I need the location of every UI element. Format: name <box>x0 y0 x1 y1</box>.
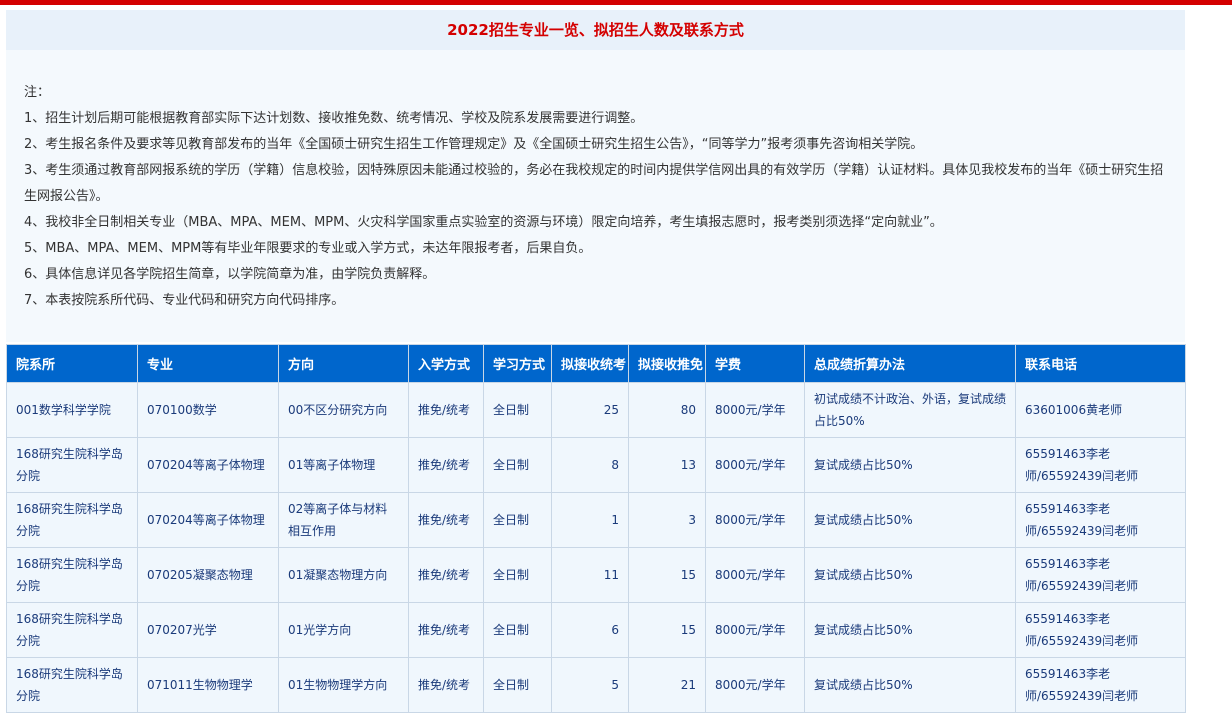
table-cell: 8000元/学年 <box>705 382 805 438</box>
column-header[interactable]: 入学方式 <box>408 344 484 383</box>
table-cell: 65591463李老师/65592439闫老师 <box>1015 602 1186 658</box>
table-cell: 全日制 <box>483 547 552 603</box>
table-cell: 推免/统考 <box>408 657 484 713</box>
table-cell: 8 <box>551 437 629 493</box>
table-cell: 168研究生院科学岛分院 <box>6 492 138 548</box>
table-cell: 80 <box>628 382 706 438</box>
table-cell: 63601006黄老师 <box>1015 382 1186 438</box>
table-cell: 6 <box>551 602 629 658</box>
table-cell: 01等离子体物理 <box>278 437 409 493</box>
table-cell: 15 <box>628 602 706 658</box>
table-cell: 071011生物物理学 <box>137 657 279 713</box>
table-cell: 全日制 <box>483 657 552 713</box>
table-cell: 3 <box>628 492 706 548</box>
table-cell: 8000元/学年 <box>705 492 805 548</box>
table-row: 168研究生院科学岛分院 070204等离子体物理 02等离子体与材料相互作用 推免/… <box>6 492 1186 548</box>
page-title: 2022招生专业一览、拟招生人数及联系方式 <box>6 10 1185 50</box>
table-cell: 全日制 <box>483 602 552 658</box>
table-row: 001数学科学学院 070100数学 00不区分研究方向 推免/统考 全日制 25 80 80… <box>6 382 1186 438</box>
column-header[interactable]: 学费 <box>705 344 805 383</box>
notes: 注： 1、招生计划后期可能根据教育部实际下达计划数、接收推免数、统考情况、学校及院… <box>6 50 1185 342</box>
programs-table: 院系所 专业 方向 入学方式 学习方式 拟接收统考 拟接收推免 学费 总成绩折算办法 联系电话 0… <box>6 344 1186 713</box>
top-accent-bar <box>0 0 1232 5</box>
note-line: 3、考生须通过教育部网报系统的学历（学籍）信息校验，因特殊原因未能通过校验的，务… <box>24 163 1164 204</box>
table-cell: 11 <box>551 547 629 603</box>
table-cell: 推免/统考 <box>408 547 484 603</box>
table-cell: 全日制 <box>483 382 552 438</box>
table-cell: 02等离子体与材料相互作用 <box>278 492 409 548</box>
table-cell: 01凝聚态物理方向 <box>278 547 409 603</box>
column-header[interactable]: 拟接收推免 <box>628 344 706 383</box>
table-header: 院系所 专业 方向 入学方式 学习方式 拟接收统考 拟接收推免 学费 总成绩折算办法 联系电话 <box>6 344 1186 383</box>
table-cell: 复试成绩占比50% <box>804 602 1016 658</box>
table-cell: 168研究生院科学岛分院 <box>6 602 138 658</box>
table-cell: 65591463李老师/65592439闫老师 <box>1015 492 1186 548</box>
note-line: 5、MBA、MPA、MEM、MPM等有毕业年限要求的专业或入学方式，未达年限报考… <box>24 241 592 256</box>
column-header[interactable]: 方向 <box>278 344 409 383</box>
column-header[interactable]: 专业 <box>137 344 279 383</box>
table-cell: 8000元/学年 <box>705 547 805 603</box>
table-cell: 168研究生院科学岛分院 <box>6 547 138 603</box>
table-cell: 01光学方向 <box>278 602 409 658</box>
note-line: 4、我校非全日制相关专业（MBA、MPA、MEM、MPM、火灾科学国家重点实验室… <box>24 215 943 230</box>
note-line: 1、招生计划后期可能根据教育部实际下达计划数、接收推免数、统考情况、学校及院系发… <box>24 111 644 126</box>
table-cell: 全日制 <box>483 437 552 493</box>
table-cell: 070205凝聚态物理 <box>137 547 279 603</box>
table-cell: 初试成绩不计政治、外语，复试成绩占比50% <box>804 382 1016 438</box>
table-cell: 13 <box>628 437 706 493</box>
column-header[interactable]: 学习方式 <box>483 344 552 383</box>
table-cell: 15 <box>628 547 706 603</box>
note-line: 注： <box>24 85 51 100</box>
table-cell: 复试成绩占比50% <box>804 547 1016 603</box>
note-line: 7、本表按院系所代码、专业代码和研究方向代码排序。 <box>24 293 345 308</box>
table-cell: 25 <box>551 382 629 438</box>
table-cell: 65591463李老师/65592439闫老师 <box>1015 657 1186 713</box>
table-cell: 070204等离子体物理 <box>137 492 279 548</box>
table-cell: 21 <box>628 657 706 713</box>
table-cell: 推免/统考 <box>408 602 484 658</box>
table-row: 168研究生院科学岛分院 070204等离子体物理 01等离子体物理 推免/统考 全日制… <box>6 437 1186 493</box>
table-cell: 8000元/学年 <box>705 437 805 493</box>
column-header[interactable]: 拟接收统考 <box>551 344 629 383</box>
table-cell: 8000元/学年 <box>705 657 805 713</box>
content: 2022招生专业一览、拟招生人数及联系方式 注： 1、招生计划后期可能根据教育部实… <box>6 10 1186 713</box>
table-cell: 全日制 <box>483 492 552 548</box>
table-cell: 65591463李老师/65592439闫老师 <box>1015 437 1186 493</box>
table-cell: 1 <box>551 492 629 548</box>
table-cell: 070100数学 <box>137 382 279 438</box>
table-cell: 复试成绩占比50% <box>804 657 1016 713</box>
table-cell: 推免/统考 <box>408 492 484 548</box>
table-cell: 168研究生院科学岛分院 <box>6 437 138 493</box>
table-row: 168研究生院科学岛分院 071011生物物理学 01生物物理学方向 推免/统考 全日制… <box>6 657 1186 713</box>
column-header[interactable]: 联系电话 <box>1015 344 1186 383</box>
table-cell: 8000元/学年 <box>705 602 805 658</box>
column-header[interactable]: 总成绩折算办法 <box>804 344 1016 383</box>
table-cell: 65591463李老师/65592439闫老师 <box>1015 547 1186 603</box>
table-cell: 复试成绩占比50% <box>804 437 1016 493</box>
table-cell: 168研究生院科学岛分院 <box>6 657 138 713</box>
note-line: 6、具体信息详见各学院招生简章，以学院简章为准，由学院负责解释。 <box>24 267 436 282</box>
table-cell: 001数学科学学院 <box>6 382 138 438</box>
column-header[interactable]: 院系所 <box>6 344 138 383</box>
table-cell: 推免/统考 <box>408 437 484 493</box>
table-cell: 01生物物理学方向 <box>278 657 409 713</box>
note-line: 2、考生报名条件及要求等见教育部发布的当年《全国硕士研究生招生工作管理规定》及《… <box>24 137 924 152</box>
table-cell: 5 <box>551 657 629 713</box>
table-cell: 00不区分研究方向 <box>278 382 409 438</box>
table-cell: 推免/统考 <box>408 382 484 438</box>
table-cell: 复试成绩占比50% <box>804 492 1016 548</box>
table-row: 168研究生院科学岛分院 070207光学 01光学方向 推免/统考 全日制 6 15 800… <box>6 602 1186 658</box>
table-cell: 070207光学 <box>137 602 279 658</box>
table-row: 168研究生院科学岛分院 070205凝聚态物理 01凝聚态物理方向 推免/统考 全日制… <box>6 547 1186 603</box>
table-cell: 070204等离子体物理 <box>137 437 279 493</box>
